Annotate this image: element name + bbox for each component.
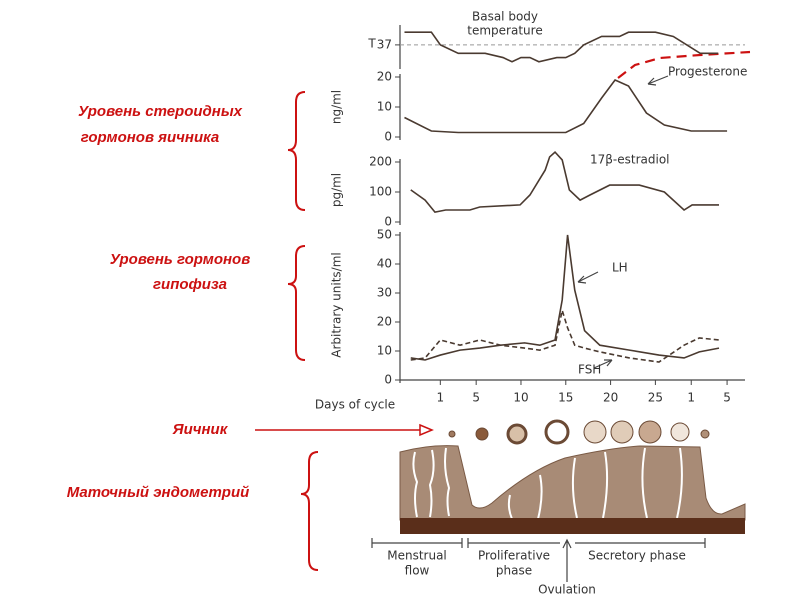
x-tick-label: 10 [513, 391, 528, 405]
y-tick-label: 100 [369, 185, 392, 199]
x-tick-label: 5 [723, 391, 731, 405]
chart-title: Basal body [472, 10, 538, 24]
phase-label: Secretory phase [588, 549, 686, 563]
data-line [410, 310, 720, 363]
endometrium-base [400, 518, 745, 534]
phase-label: flow [405, 564, 430, 578]
data-line [404, 31, 719, 63]
series-label: LH [612, 261, 628, 275]
y-tick-label: 0 [384, 373, 392, 387]
x-tick-label: 20 [603, 391, 618, 405]
progesterone-arrow [647, 75, 669, 86]
data-line [410, 234, 720, 361]
y-axis-label: T [367, 37, 376, 51]
y-tick-label: 200 [369, 155, 392, 169]
y-tick-label: 37 [377, 37, 392, 51]
x-axis-label: Days of cycle [315, 398, 395, 412]
chart-title: temperature [467, 24, 542, 38]
x-tick-label: 1 [687, 391, 695, 405]
y-tick-label: 40 [377, 257, 392, 271]
x-tick-label: 1 [437, 391, 445, 405]
annotation: 17β-estradiol [590, 153, 670, 167]
y-tick-label: 30 [377, 286, 392, 300]
endometrium-label: Маточный эндометрий [67, 484, 250, 501]
glands [412, 447, 683, 520]
ovary-label: Яичник [172, 421, 229, 438]
phase-label: Menstrual [387, 549, 447, 563]
ovary-arrowhead [419, 423, 434, 437]
steroid-label: гормонов яичника [81, 129, 220, 146]
phase-bracket [371, 538, 706, 582]
data-line [404, 79, 728, 134]
braces [287, 91, 319, 571]
y-tick-label: 0 [384, 215, 392, 229]
phase-label: phase [496, 564, 532, 578]
ovary-icons [448, 419, 710, 445]
y-tick-label: 0 [384, 130, 392, 144]
phase-label: Ovulation [538, 583, 596, 597]
y-axis-label: ng/ml [330, 90, 344, 124]
y-tick-label: 20 [377, 70, 392, 84]
y-tick-label: 10 [377, 100, 392, 114]
y-axis-label: pg/ml [330, 173, 344, 207]
data-line [410, 150, 720, 213]
x-tick-label: 25 [648, 391, 663, 405]
steroid-label: Уровень стероидных [78, 103, 243, 120]
y-axis-label: Arbitrary units/ml [330, 252, 344, 358]
pituitary-label: Уровень гормонов [110, 251, 251, 268]
y-tick-label: 20 [377, 315, 392, 329]
phase-label: Proliferative [478, 549, 550, 563]
y-tick-label: 10 [377, 344, 392, 358]
x-tick-label: 5 [472, 391, 480, 405]
fsh-arrow [593, 359, 613, 369]
annotation: Progesterone [668, 65, 747, 79]
series-label: FSH [578, 363, 601, 377]
lh-arrow [577, 271, 599, 284]
y-tick-label: 50 [377, 228, 392, 242]
pituitary-label: гипофиза [153, 276, 227, 293]
x-tick-label: 15 [558, 391, 573, 405]
